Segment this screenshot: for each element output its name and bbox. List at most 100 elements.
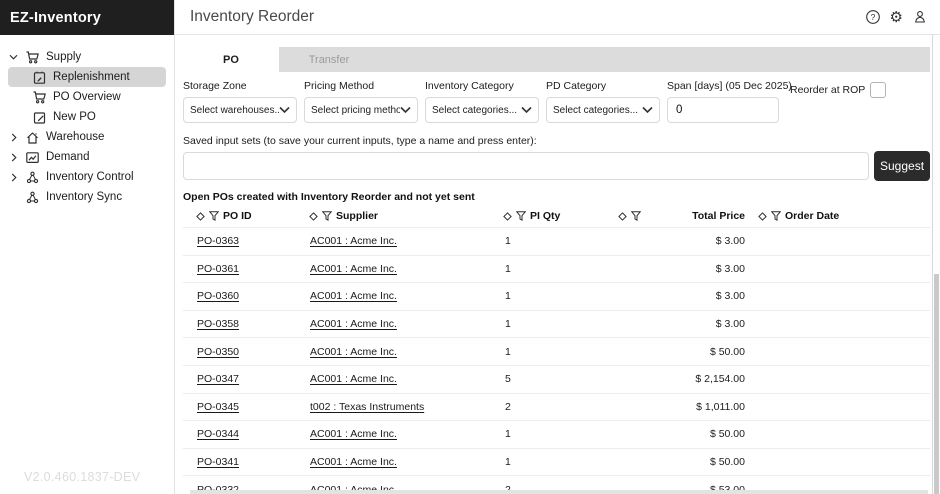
po-id-cell: PO-0358 (183, 318, 296, 330)
po-link[interactable]: PO-0344 (197, 428, 240, 441)
column-header-pi-qty[interactable]: PI Qty (490, 210, 610, 222)
supplier-link[interactable]: AC001 : Acme Inc. (310, 235, 397, 248)
chevron-down-icon (521, 106, 532, 114)
filter-funnel-icon[interactable] (209, 211, 219, 221)
cluster-icon (25, 170, 40, 185)
user-icon[interactable] (912, 9, 928, 25)
column-header-order-date[interactable]: Order Date (750, 210, 930, 222)
help-icon[interactable]: ? (865, 9, 881, 25)
sidebar-item-replenishment[interactable]: Replenishment (8, 67, 166, 87)
po-link[interactable]: PO-0332 (197, 483, 240, 494)
sidebar-item-supply[interactable]: Supply (8, 47, 166, 67)
filter-funnel-icon[interactable] (771, 211, 781, 221)
supplier-link[interactable]: AC001 : Acme Inc. (310, 345, 397, 358)
chevron-down-icon (400, 106, 411, 114)
po-link[interactable]: PO-0345 (197, 400, 240, 413)
sort-diamond-icon[interactable] (309, 211, 318, 221)
po-link[interactable]: PO-0341 (197, 456, 240, 469)
po-link[interactable]: PO-0358 (197, 318, 240, 331)
column-header-supplier[interactable]: Supplier (296, 210, 490, 222)
open-po-table: PO ID Supplier (183, 205, 930, 494)
column-header-po-id[interactable]: PO ID (183, 210, 296, 222)
vertical-scrollbar-thumb[interactable] (934, 273, 939, 494)
pi-qty-cell: 1 (505, 235, 511, 248)
vertical-scrollbar[interactable] (932, 35, 940, 494)
main-area: Inventory Reorder ? ⚙ PO Transfer (175, 0, 940, 494)
po-id-cell: PO-0344 (183, 428, 296, 440)
filter-storage-zone: Storage Zone Select warehouses... (183, 80, 297, 123)
caret-right-icon[interactable] (8, 173, 19, 182)
tab-transfer[interactable]: Transfer (279, 47, 379, 72)
filter-funnel-icon[interactable] (322, 211, 332, 221)
total-price-cell: $ 50.00 (709, 345, 745, 358)
total-price-cell: $ 53.00 (709, 483, 745, 494)
sidebar-item-po-overview[interactable]: PO Overview (8, 87, 166, 107)
table-row: PO-0363 AC001 : Acme Inc. 1 $ 3.00 (183, 228, 930, 256)
sort-diamond-icon[interactable] (503, 211, 512, 221)
sidebar-item-label: Replenishment (53, 71, 130, 83)
po-id-cell: PO-0360 (183, 290, 296, 302)
caret-down-icon[interactable] (8, 53, 19, 61)
column-header-total-price[interactable]: Total Price (610, 210, 750, 222)
cart-icon (25, 50, 40, 65)
sort-diamond-icon[interactable] (758, 211, 767, 221)
supplier-link[interactable]: AC001 : Acme Inc. (310, 428, 397, 441)
filter-funnel-icon[interactable] (631, 211, 641, 221)
saved-inputs-field[interactable] (183, 152, 869, 180)
po-link[interactable]: PO-0363 (197, 235, 240, 248)
inventory-category-select[interactable]: Select categories... (425, 97, 539, 123)
filter-label: Span [days] (05 Dec 2025) (667, 80, 792, 92)
caret-right-icon[interactable] (8, 133, 19, 142)
po-id-cell: PO-0350 (183, 346, 296, 358)
sidebar-item-inventory-control[interactable]: Inventory Control (8, 167, 166, 187)
supplier-link[interactable]: AC001 : Acme Inc. (310, 483, 397, 494)
table-row: PO-0360 AC001 : Acme Inc. 1 $ 3.00 (183, 283, 930, 311)
suggest-button[interactable]: Suggest (874, 151, 930, 181)
po-link[interactable]: PO-0347 (197, 373, 240, 386)
column-label: Total Price (692, 210, 745, 222)
filter-funnel-icon[interactable] (516, 211, 526, 221)
supplier-link[interactable]: AC001 : Acme Inc. (310, 318, 397, 331)
tab-po[interactable]: PO (183, 47, 279, 72)
supplier-link[interactable]: AC001 : Acme Inc. (310, 373, 397, 386)
topbar: Inventory Reorder ? ⚙ (175, 0, 940, 35)
po-link[interactable]: PO-0360 (197, 290, 240, 303)
gear-icon[interactable]: ⚙ (889, 8, 903, 26)
select-placeholder: Select warehouses... (190, 104, 279, 116)
supplier-cell: AC001 : Acme Inc. (296, 318, 490, 330)
sort-diamond-icon[interactable] (618, 211, 627, 221)
supplier-link[interactable]: AC001 : Acme Inc. (310, 290, 397, 303)
po-link[interactable]: PO-0350 (197, 345, 240, 358)
pi-qty-cell: 2 (505, 483, 511, 494)
sort-diamond-icon[interactable] (196, 211, 205, 221)
reorder-checkbox[interactable] (870, 82, 887, 98)
pd-category-select[interactable]: Select categories... (546, 97, 660, 123)
sidebar-item-new-po[interactable]: New PO (8, 107, 166, 127)
span-days-input[interactable] (667, 97, 779, 123)
po-id-cell: PO-0332 (183, 484, 296, 494)
filter-inventory-category: Inventory Category Select categories... (425, 80, 539, 123)
table-header: PO ID Supplier (183, 205, 930, 228)
sidebar-item-demand[interactable]: Demand (8, 147, 166, 167)
po-link[interactable]: PO-0361 (197, 262, 240, 275)
filter-pd-category: PD Category Select categories... (546, 80, 660, 123)
supplier-cell: AC001 : Acme Inc. (296, 346, 490, 358)
supplier-link[interactable]: t002 : Texas Instruments (310, 400, 425, 413)
supplier-link[interactable]: AC001 : Acme Inc. (310, 262, 397, 275)
sidebar-item-warehouse[interactable]: Warehouse (8, 127, 166, 147)
caret-right-icon[interactable] (8, 153, 19, 162)
filter-row: Storage Zone Select warehouses... Pricin… (183, 80, 930, 123)
pricing-method-select[interactable]: Select pricing methods... (304, 97, 418, 123)
storage-zone-select[interactable]: Select warehouses... (183, 97, 297, 123)
horizontal-scrollbar[interactable] (190, 490, 928, 494)
saved-inputs-row: Suggest (183, 151, 930, 181)
column-label: PI Qty (530, 210, 561, 222)
sidebar-item-inventory-sync[interactable]: Inventory Sync (8, 187, 166, 207)
pi-qty-cell: 5 (505, 373, 511, 386)
supplier-link[interactable]: AC001 : Acme Inc. (310, 456, 397, 469)
supplier-cell: AC001 : Acme Inc. (296, 290, 490, 302)
clipboard-icon (32, 70, 47, 85)
select-placeholder: Select categories... (432, 104, 518, 116)
chevron-down-icon (642, 106, 653, 114)
